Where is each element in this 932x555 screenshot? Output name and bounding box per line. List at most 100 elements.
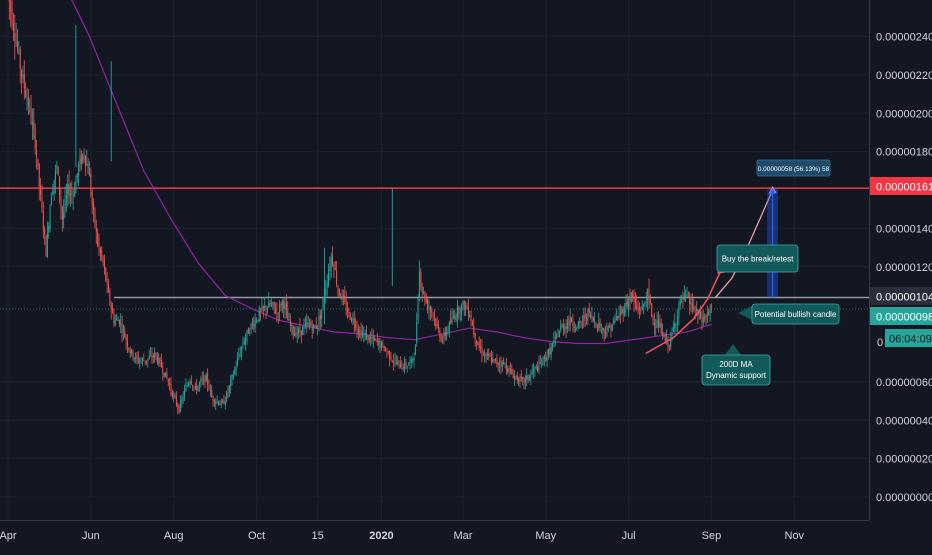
measure-callout[interactable]: 0.00000058 (56.13%) 58 (756, 159, 831, 177)
candle-body (317, 325, 319, 329)
candle-body (310, 322, 312, 326)
candle-body (440, 336, 442, 340)
current-price-bg (870, 307, 932, 325)
candle-body (401, 368, 403, 370)
candle-body (599, 321, 601, 328)
price-tick-label-7: 0.00000040 (876, 415, 932, 427)
candle-body (287, 311, 289, 321)
candle-body (321, 309, 323, 319)
candle-body (307, 323, 309, 326)
candle-body (23, 73, 25, 88)
time-tick-label-5: 2020 (369, 530, 393, 542)
candle-body (246, 330, 248, 337)
candle-body (220, 400, 222, 406)
candle-body (48, 226, 50, 233)
candle-body (223, 401, 225, 405)
candle-body (196, 385, 198, 391)
candle-body (329, 267, 331, 272)
candle-body (201, 378, 203, 380)
candle-body (275, 309, 277, 314)
candle-body (637, 308, 639, 310)
bullish-callout[interactable]: Potential bullish candle (738, 303, 840, 325)
candle-body (611, 325, 613, 331)
candle-body (155, 353, 157, 357)
price-tick-label-0: 0.00000240 (876, 32, 932, 44)
candle-body (260, 310, 262, 312)
candle-body (378, 340, 380, 344)
candle-body (486, 353, 488, 356)
candle-body (443, 333, 445, 339)
ma-200-line (71, 0, 712, 345)
candle-body (664, 338, 666, 341)
candle-body (689, 297, 691, 305)
candle-body (641, 306, 643, 310)
candle-body (366, 332, 368, 340)
candle-body (247, 328, 249, 334)
candle-body (97, 232, 99, 246)
candle-body (696, 308, 698, 311)
candle-body (452, 316, 454, 318)
candle-body (76, 173, 78, 178)
candle-body (44, 228, 46, 235)
candle-body (499, 363, 501, 365)
candle-body (102, 256, 104, 263)
ma-callout-line1: 200D MA (719, 360, 753, 369)
candle-body (413, 356, 415, 361)
candle-body (518, 378, 520, 383)
ma-callout[interactable]: 200D MA Dynamic support (701, 344, 771, 386)
candle-body (169, 383, 171, 386)
candle-body (530, 373, 532, 378)
candle-body (451, 316, 453, 323)
candle-body (685, 294, 687, 296)
candle-body (132, 350, 134, 358)
candle-body (511, 369, 513, 375)
candle-body (619, 312, 621, 315)
candle-body (500, 363, 502, 366)
candle-body (178, 406, 180, 412)
candle-body (528, 376, 530, 381)
candle-body (251, 323, 253, 325)
candle-body (186, 385, 188, 387)
time-axis[interactable]: Apr Jun Aug Oct 15 2020 Mar May Jul Sep Nov (0, 530, 805, 542)
candle-body (647, 288, 649, 301)
candle-body (113, 313, 115, 324)
candle-body (27, 96, 29, 107)
buy-callout[interactable]: Buy the break/retest (716, 244, 799, 273)
time-tick-label-0: Apr (0, 530, 17, 542)
candle-body (656, 319, 658, 328)
buy-callout-text: Buy the break/retest (722, 255, 794, 264)
candle-body (496, 359, 498, 364)
candle-body (158, 358, 160, 365)
candle-body (234, 368, 236, 375)
candle-body (562, 325, 564, 330)
candle-body (477, 341, 479, 345)
price-axis[interactable]: 0.00000240 0.00000220 0.00000200 0.00000180… (876, 32, 932, 505)
candle-body (649, 299, 651, 304)
candle-body (573, 326, 575, 329)
time-tick-label-8: Jul (622, 530, 636, 542)
candle-body (211, 390, 213, 397)
candle-body (10, 1, 12, 12)
candle-body (124, 331, 126, 338)
candle-body (166, 372, 168, 379)
candle-body (628, 299, 630, 308)
candle-body (238, 354, 240, 357)
candle-body (308, 323, 310, 325)
candle-body (50, 194, 52, 206)
candle-body (269, 302, 271, 306)
candle-body (19, 49, 21, 70)
candle-body (638, 308, 640, 311)
candle-body (26, 99, 28, 101)
candle-body (359, 330, 361, 332)
candle-body (421, 285, 423, 293)
candle-body (29, 106, 31, 107)
candle-body (147, 358, 149, 361)
candle-body (591, 316, 593, 319)
candle-body (409, 361, 411, 364)
chart-grid (0, 0, 869, 520)
candle-body (565, 326, 567, 329)
candle-body (660, 322, 662, 334)
candle-body (383, 345, 385, 352)
